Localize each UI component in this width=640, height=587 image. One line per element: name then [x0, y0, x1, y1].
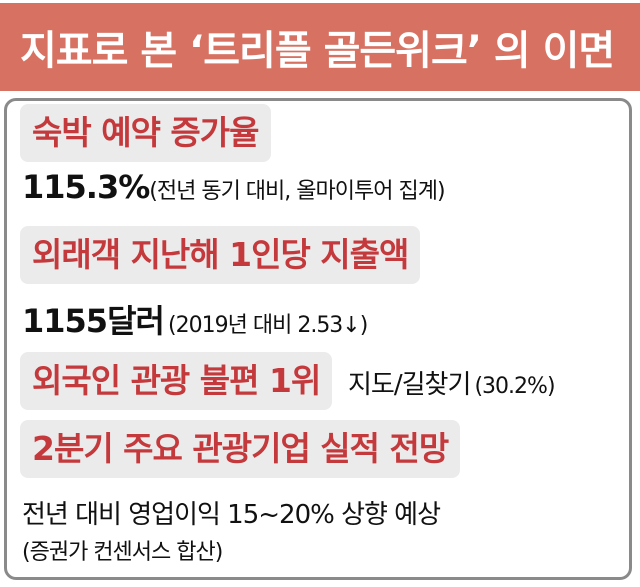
row-outlook-value: 전년 대비 영업이익 15~20% 상향 예상	[22, 500, 441, 530]
note: (2019년 대비 2.53↓)	[168, 313, 368, 338]
note: (전년 동기 대비, 올마이투어 집계)	[149, 179, 445, 204]
row-booking-growth: 115.3%(전년 동기 대비, 올마이투어 집계)	[22, 168, 446, 206]
title-banner: 지표로 본 ‘트리플 골든위크’ 의 이면	[0, 3, 640, 91]
row-spending: 1155달러 (2019년 대비 2.53↓)	[22, 296, 368, 342]
label-spending: 외래객 지난해 1인당 지출액	[20, 226, 421, 284]
page-title: 지표로 본 ‘트리플 골든위크’ 의 이면	[20, 28, 615, 74]
note: (30.2%)	[474, 374, 555, 399]
value: 1155달러	[22, 302, 165, 340]
row-outlook-note: (증권가 컨센서스 합산)	[22, 540, 223, 565]
row-inconvenience: 지도/길찾기 (30.2%)	[348, 364, 556, 401]
label-inconvenience: 외국인 관광 불편 1위	[20, 352, 333, 410]
value: 115.3%	[22, 168, 150, 206]
label-outlook: 2분기 주요 관광기업 실적 전망	[20, 420, 461, 478]
label-booking-growth: 숙박 예약 증가율	[20, 104, 271, 162]
value: 지도/길찾기	[348, 370, 471, 400]
content-box	[4, 98, 632, 580]
